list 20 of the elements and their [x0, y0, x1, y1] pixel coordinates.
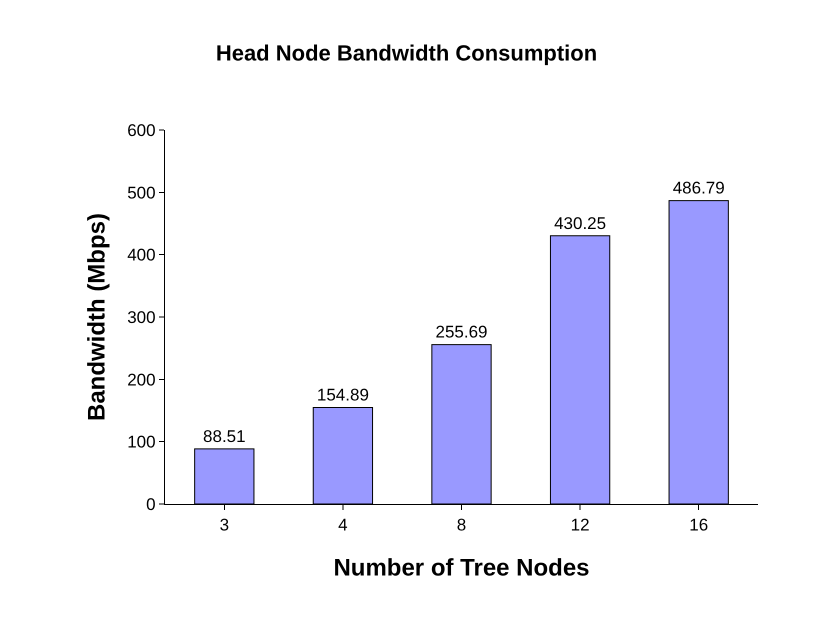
y-tick-label: 0: [146, 494, 156, 514]
data-label: 255.69: [436, 322, 488, 342]
y-tick-label: 600: [127, 120, 156, 140]
x-tick-label: 4: [338, 515, 348, 534]
chart-title: Head Node Bandwidth Consumption: [216, 40, 598, 66]
y-tick-label: 500: [127, 183, 156, 202]
y-tick-label: 400: [127, 246, 156, 265]
x-tick-label: 8: [456, 515, 466, 534]
x-tick-label: 16: [689, 515, 708, 534]
x-tick-label: 12: [570, 515, 590, 534]
y-tick-label: 300: [127, 308, 156, 327]
data-label: 486.79: [672, 178, 725, 198]
y-tick-label: 200: [127, 370, 156, 390]
data-label: 430.25: [554, 214, 606, 233]
data-label: 88.51: [203, 426, 246, 446]
y-axis-title: Bandwidth (Mbps): [83, 213, 110, 421]
y-tick-label: 100: [127, 432, 156, 452]
x-axis-title: Number of Tree Nodes: [333, 554, 590, 582]
x-tick-label: 3: [220, 515, 230, 534]
data-label: 154.89: [316, 385, 369, 404]
